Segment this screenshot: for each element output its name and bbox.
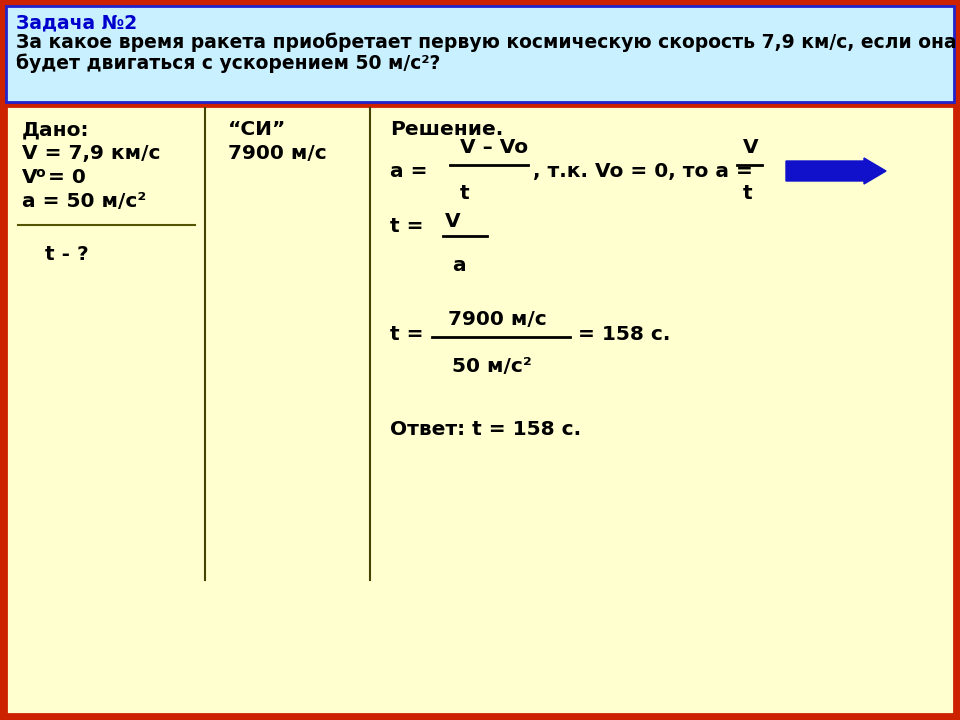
Text: o: o	[35, 166, 44, 180]
Text: t: t	[743, 184, 753, 203]
Text: t =: t =	[390, 217, 423, 236]
Text: 50 м/с²: 50 м/с²	[452, 357, 532, 376]
Text: V – Vo: V – Vo	[460, 138, 528, 157]
Text: V = 7,9 км/с: V = 7,9 км/с	[22, 144, 160, 163]
FancyArrow shape	[786, 158, 886, 184]
Text: t: t	[460, 184, 469, 203]
Text: будет двигаться с ускорением 50 м/с²?: будет двигаться с ускорением 50 м/с²?	[16, 53, 441, 73]
Text: t =: t =	[390, 325, 423, 344]
Text: , т.к. Vo = 0, то а =: , т.к. Vo = 0, то а =	[533, 162, 753, 181]
Text: = 0: = 0	[48, 168, 85, 187]
Text: Дано:: Дано:	[22, 120, 89, 139]
Text: 7900 м/с: 7900 м/с	[448, 310, 547, 329]
Text: V: V	[445, 212, 461, 231]
Text: Ответ: t = 158 с.: Ответ: t = 158 с.	[390, 420, 581, 439]
Text: V: V	[743, 138, 758, 157]
Text: а: а	[452, 256, 466, 275]
Text: Решение.: Решение.	[390, 120, 503, 139]
Text: = 158 с.: = 158 с.	[578, 325, 670, 344]
Text: 7900 м/с: 7900 м/с	[228, 144, 326, 163]
Bar	[6, 106, 954, 714]
Text: “СИ”: “СИ”	[228, 120, 286, 139]
Text: V: V	[22, 168, 37, 187]
Bar	[6, 6, 954, 102]
Text: За какое время ракета приобретает первую космическую скорость 7,9 км/с, если она: За какое время ракета приобретает первую…	[16, 32, 956, 52]
Text: Задача №2: Задача №2	[16, 13, 137, 32]
Text: а = 50 м/с²: а = 50 м/с²	[22, 192, 146, 211]
Text: а =: а =	[390, 162, 427, 181]
Text: t - ?: t - ?	[45, 245, 88, 264]
